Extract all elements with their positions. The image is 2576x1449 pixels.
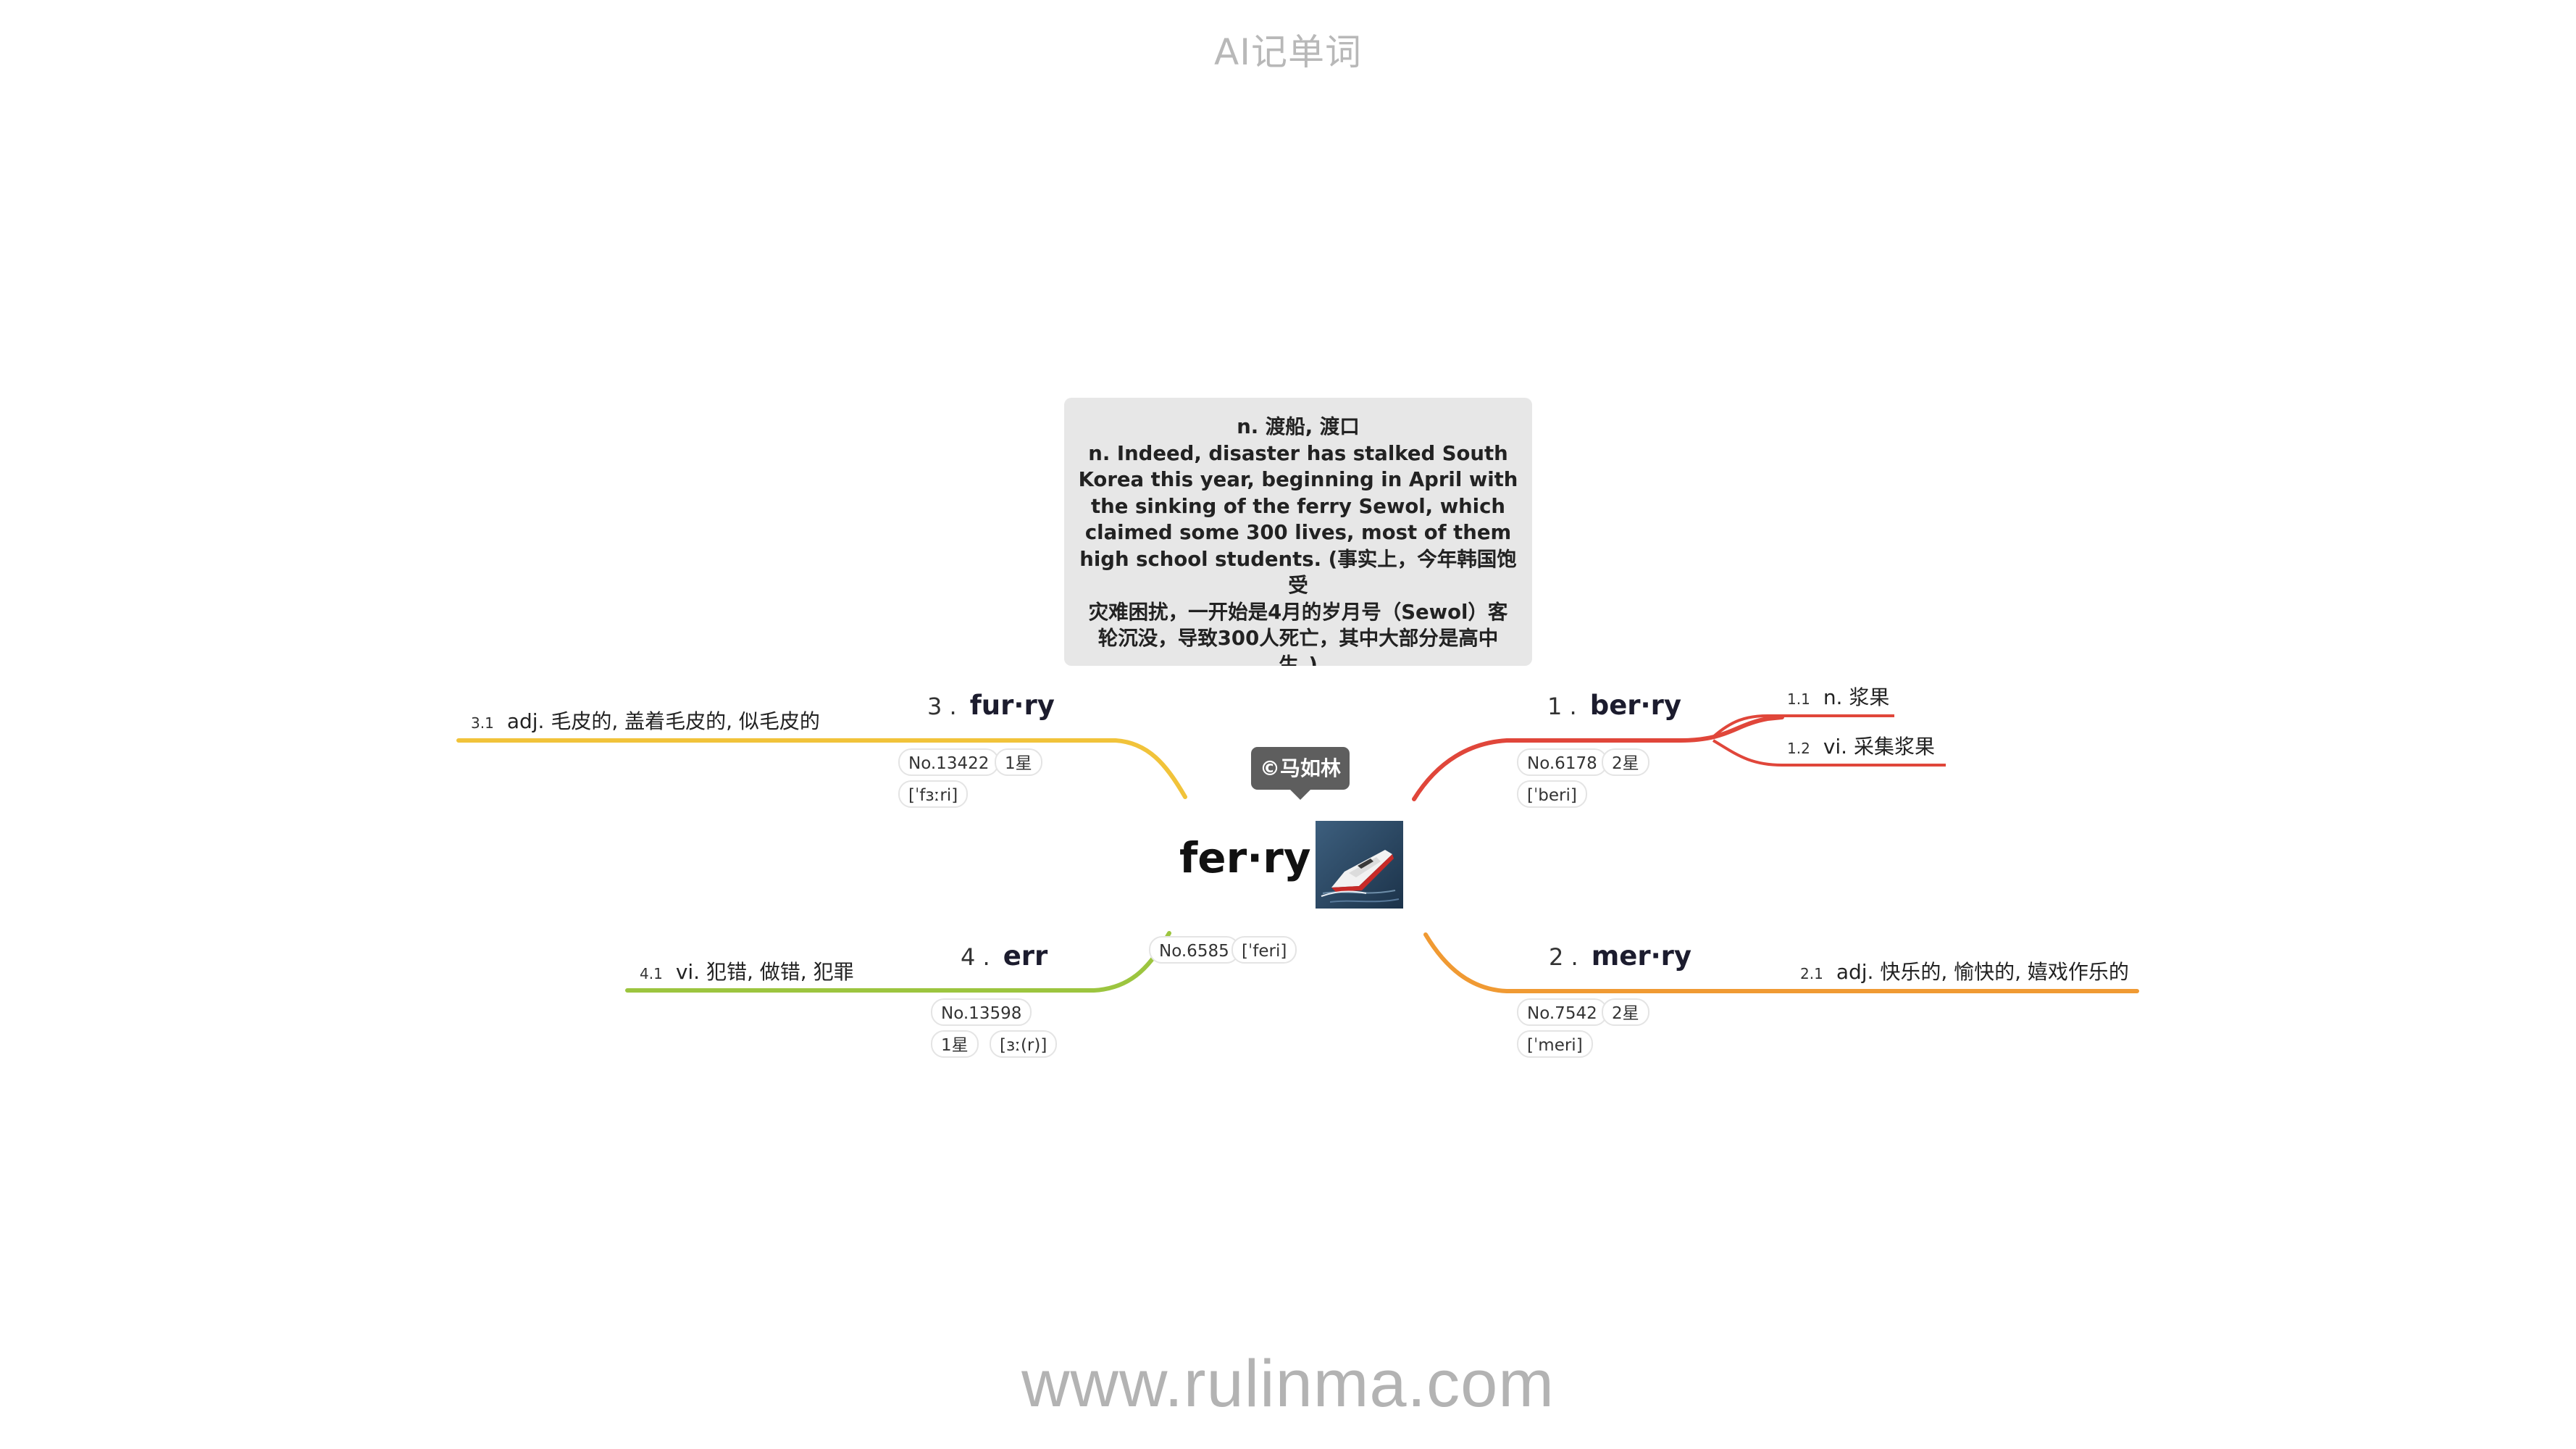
central-topic-word[interactable]: fer·ry	[1179, 833, 1311, 882]
branch-1-title[interactable]: 1 . ber·ry	[1547, 690, 1681, 721]
branch-4-phonetic-tag: [ɜː(r)]	[990, 1030, 1058, 1058]
branch-word: fur·ry	[969, 690, 1055, 721]
copyright-tooltip: ©马如林	[1251, 747, 1350, 800]
branch-4-number-tag: No.13598	[931, 998, 1032, 1026]
definition-note: n. 渡船, 渡口 n. Indeed, disaster has stalke…	[1064, 398, 1532, 666]
branch-word: err	[1003, 940, 1048, 972]
ferry-image	[1316, 821, 1403, 909]
branch-2-number-tag: No.7542	[1517, 998, 1607, 1026]
sub-text: adj. 快乐的, 愉快的, 嬉戏作乐的	[1836, 960, 2129, 984]
branch-3-number-tag: No.13422	[898, 748, 1000, 776]
branch-number: 3 .	[927, 693, 957, 720]
sub-text: vi. 采集浆果	[1823, 735, 1935, 759]
branch-2-connector	[1423, 932, 2139, 993]
center-phonetic-tag: [ˈferi]	[1231, 936, 1297, 964]
sub-text: vi. 犯错, 做错, 犯罪	[675, 960, 854, 984]
branch-1-connector	[1412, 715, 1784, 801]
footer-url: www.rulinma.com	[1021, 1347, 1555, 1421]
branch-3-connector	[456, 738, 1187, 799]
branch-4-stars-tag: 1星	[931, 1030, 979, 1058]
branch-number: 1 .	[1547, 693, 1577, 720]
sub-number: 4.1	[640, 965, 663, 982]
note-line: the sinking of the ferry Sewol, which	[1091, 494, 1505, 518]
note-line: high school students. (事实上，今年韩国饱受	[1079, 547, 1517, 598]
branch-word: mer·ry	[1591, 940, 1692, 972]
branch-3-title[interactable]: 3 . fur·ry	[927, 690, 1055, 721]
branch-word: ber·ry	[1589, 690, 1681, 721]
branch-1-sub-2-line	[1712, 739, 1946, 767]
branch-1-phonetic-tag: [ˈberi]	[1517, 780, 1587, 808]
note-line: 生。)	[1279, 653, 1318, 667]
branch-number: 2 .	[1549, 943, 1578, 971]
branch-2-phonetic-tag: [ˈmeri]	[1517, 1030, 1593, 1058]
branch-1-stars-tag: 2星	[1602, 748, 1649, 776]
branch-1-sub-1[interactable]: 1.1 n. 浆果	[1787, 682, 1889, 711]
note-line: claimed some 300 lives, most of them	[1084, 521, 1512, 544]
sub-text: n. 浆果	[1823, 685, 1890, 709]
branch-number: 4 .	[961, 943, 990, 971]
branch-3-phonetic-tag: [ˈfɜːri]	[898, 780, 969, 808]
app-title: AI记单词	[1214, 31, 1362, 73]
branch-3-sub-1[interactable]: 3.1 adj. 毛皮的, 盖着毛皮的, 似毛皮的	[471, 706, 820, 735]
sub-number: 1.2	[1787, 740, 1810, 757]
branch-1-number-tag: No.6178	[1517, 748, 1607, 776]
note-line: n. Indeed, disaster has stalked South	[1088, 441, 1508, 465]
branch-4-title[interactable]: 4 . err	[961, 940, 1047, 972]
branch-2-sub-1[interactable]: 2.1 adj. 快乐的, 愉快的, 嬉戏作乐的	[1800, 956, 2129, 985]
branch-3-stars-tag: 1星	[995, 748, 1042, 776]
center-number-tag: No.6585	[1149, 936, 1239, 964]
sub-text: adj. 毛皮的, 盖着毛皮的, 似毛皮的	[506, 709, 820, 733]
note-line: 灾难困扰，一开始是4月的岁月号（Sewol）客	[1088, 600, 1508, 624]
note-line: n. 渡船, 渡口	[1237, 415, 1360, 438]
sub-number: 1.1	[1787, 690, 1810, 708]
note-line: Korea this year, beginning in April with	[1078, 468, 1518, 491]
branch-2-stars-tag: 2星	[1602, 998, 1649, 1026]
sub-number: 3.1	[471, 714, 494, 732]
note-line: 轮沉没，导致300人死亡，其中大部分是高中	[1097, 627, 1499, 650]
sub-number: 2.1	[1800, 965, 1823, 982]
branch-4-sub-1[interactable]: 4.1 vi. 犯错, 做错, 犯罪	[640, 956, 854, 985]
branch-2-title[interactable]: 2 . mer·ry	[1549, 940, 1691, 972]
branch-1-sub-2[interactable]: 1.2 vi. 采集浆果	[1787, 731, 1935, 760]
branch-1-sub-1-line	[1712, 714, 1894, 738]
